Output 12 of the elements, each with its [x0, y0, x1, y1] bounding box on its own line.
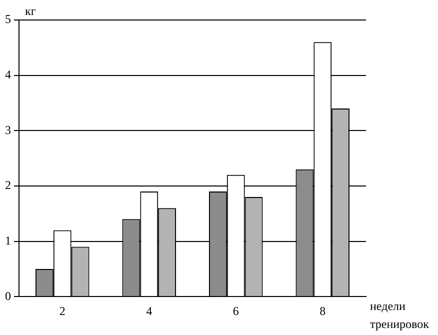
y-tick-label: 5: [5, 12, 11, 26]
x-tick-label: 6: [232, 304, 239, 318]
y-tick-label: 4: [5, 67, 11, 82]
x-tick-label: 4: [146, 304, 152, 318]
x-tick-label: 2: [59, 304, 66, 318]
y-tick-label: 3: [5, 122, 11, 137]
y-tick-label: 2: [5, 178, 11, 192]
y-axis-title: кг: [25, 4, 36, 18]
x-tick-label: 8: [320, 304, 326, 318]
y-tick-label: 0: [5, 288, 11, 303]
x-axis-title: недели тренировок: [370, 298, 430, 331]
y-tick-label: 1: [5, 233, 11, 248]
